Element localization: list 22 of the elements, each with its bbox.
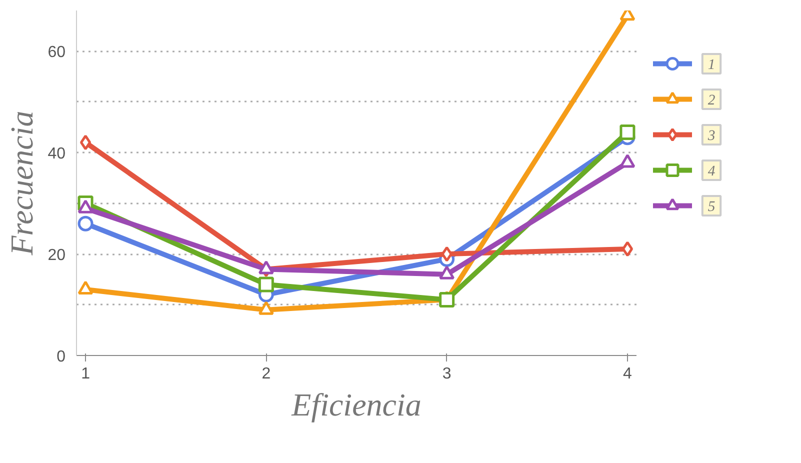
point [622, 241, 634, 257]
legend-label: 4 [708, 163, 716, 180]
x-axis-title: Eficiencia [290, 386, 422, 422]
point [78, 216, 94, 232]
x-tick-label: 2 [262, 366, 271, 382]
point [80, 134, 92, 150]
point [620, 124, 636, 140]
y-tick-label: 40 [48, 146, 66, 163]
legend-label: 2 [708, 92, 716, 108]
legend-label: 3 [706, 128, 716, 144]
x-tick-label: 4 [623, 366, 632, 382]
x-tick-label: 3 [442, 366, 452, 382]
point [441, 246, 452, 262]
y-tick-label: 60 [48, 44, 66, 62]
point [439, 292, 455, 308]
x-tick-label: 1 [81, 366, 90, 382]
y-tick-label: 20 [48, 247, 66, 264]
point [258, 276, 274, 292]
y-tick-label: 0 [56, 348, 66, 366]
y-axis-title: Frecuencia [4, 110, 40, 256]
legend-label: 5 [708, 198, 716, 215]
legend-label: 1 [708, 56, 716, 73]
